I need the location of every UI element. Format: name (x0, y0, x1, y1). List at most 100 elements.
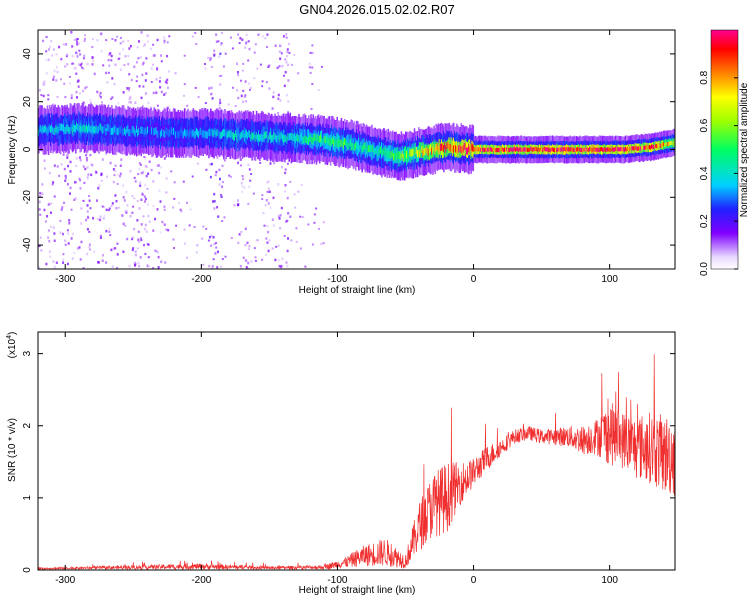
ridge-cell (634, 145, 637, 150)
noise-cell (68, 222, 71, 225)
noise-cell (128, 264, 131, 268)
noise-cell (147, 172, 150, 175)
noise-cell (271, 218, 274, 221)
noise-cell (127, 39, 130, 42)
noise-cell (188, 224, 191, 227)
noise-cell (118, 57, 121, 60)
ridge-cell (630, 146, 632, 151)
ridge-cell (606, 147, 608, 152)
ridge-cell (467, 147, 469, 155)
ridge-cell (320, 134, 322, 142)
ridge-cell (518, 148, 520, 153)
noise-cell (217, 40, 220, 43)
ridge-cell (247, 132, 249, 140)
noise-cell (247, 202, 250, 205)
noise-cell (137, 261, 140, 265)
noise-cell (111, 38, 114, 40)
noise-cell (138, 162, 141, 165)
noise-cell (62, 261, 65, 264)
noise-cell (283, 84, 286, 88)
noise-cell (69, 170, 72, 173)
ridge-cell (203, 128, 206, 136)
noise-cell (275, 245, 278, 248)
noise-cell (293, 53, 296, 56)
noise-cell (131, 238, 134, 241)
x-tick-label: -200 (191, 274, 211, 285)
noise-cell (244, 94, 247, 97)
ridge-cell (386, 151, 388, 159)
ridge-cell (420, 149, 422, 157)
noise-cell (45, 36, 48, 38)
ridge-cell (38, 120, 40, 137)
noise-cell (249, 86, 252, 89)
noise-cell (183, 83, 186, 86)
ridge-cell (584, 147, 587, 152)
noise-cell (74, 181, 77, 184)
ridge-cell (151, 127, 153, 135)
ridge-cell (438, 146, 441, 154)
noise-cell (210, 66, 213, 68)
noise-cell (219, 52, 222, 55)
ridge-cell (465, 147, 468, 155)
noise-cell (201, 237, 204, 240)
ridge-cell (140, 126, 142, 134)
noise-cell (52, 260, 55, 263)
noise-cell (89, 101, 92, 105)
ridge-cell (111, 127, 113, 135)
ridge-cell (540, 146, 542, 152)
noise-cell (245, 41, 248, 44)
noise-cell (133, 227, 136, 231)
ridge-cell (273, 132, 275, 140)
noise-cell (79, 158, 82, 162)
ridge-cell (323, 136, 325, 144)
noise-cell (146, 34, 149, 37)
colorbar-tick-label: 0.8 (699, 70, 710, 84)
ridge-cell (593, 147, 595, 152)
noise-cell (91, 56, 94, 59)
noise-cell (287, 79, 290, 82)
noise-cell (77, 42, 80, 45)
noise-cell (101, 158, 104, 161)
y-tick-label: -40 (22, 237, 33, 252)
noise-cell (164, 92, 167, 95)
noise-cell (113, 174, 116, 177)
y-tick-label: 20 (22, 96, 33, 108)
ridge-cell (68, 127, 71, 135)
noise-cell (313, 213, 316, 216)
ridge-cell (641, 145, 643, 151)
ridge-cell (285, 134, 287, 142)
noise-cell (158, 171, 161, 175)
noise-cell (163, 205, 166, 208)
noise-cell (231, 47, 234, 50)
noise-cell (209, 175, 212, 179)
ridge-cell (472, 144, 475, 152)
noise-cell (248, 47, 251, 51)
ridge-cell (65, 126, 67, 134)
snr-x-axis-label: Height of straight line (km) (299, 585, 416, 596)
ridge-cell (403, 151, 406, 159)
noise-cell (241, 190, 244, 194)
ridge-cell (628, 146, 630, 151)
noise-cell (210, 86, 213, 90)
ridge-cell (81, 126, 84, 134)
ridge-cell (638, 146, 640, 151)
ridge-cell (402, 153, 405, 162)
ridge-cell (84, 125, 87, 133)
ridge-cell (238, 130, 240, 138)
ridge-cell (277, 131, 280, 139)
ridge-cell (412, 148, 415, 156)
noise-cell (317, 89, 320, 92)
noise-cell (101, 205, 104, 208)
noise-cell (140, 31, 143, 34)
ridge-cell (78, 123, 80, 131)
ridge-cell (444, 141, 446, 149)
ridge-cell (510, 146, 513, 152)
noise-cell (160, 166, 163, 169)
noise-cell (116, 242, 119, 245)
noise-cell (119, 42, 122, 45)
noise-cell (295, 240, 298, 243)
noise-cell (67, 242, 70, 245)
noise-cell (83, 38, 86, 40)
ridge-cell (406, 151, 408, 159)
noise-cell (165, 109, 168, 112)
